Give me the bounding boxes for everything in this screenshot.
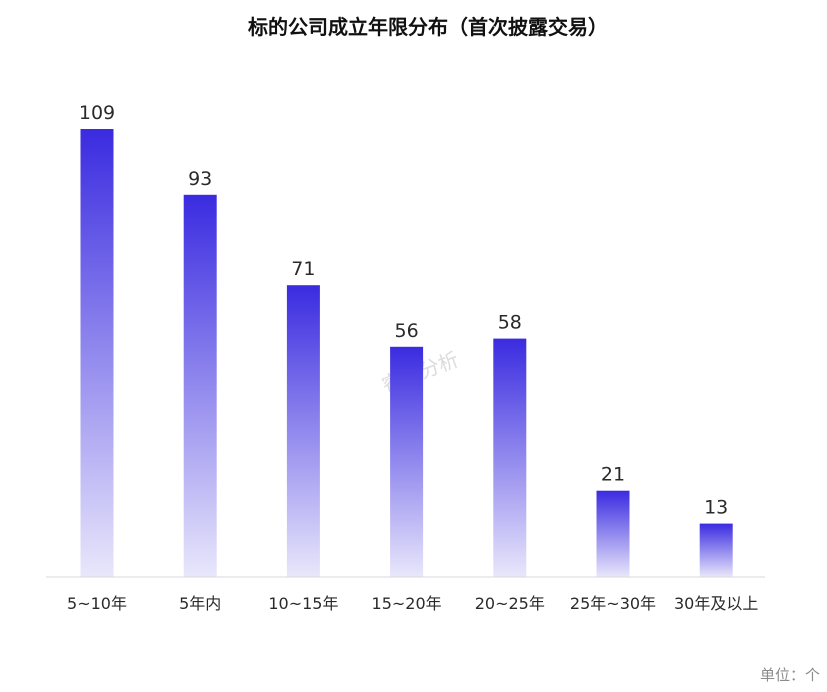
bar-value-label-0: 109 bbox=[79, 102, 115, 124]
bar-6 bbox=[699, 523, 733, 577]
x-tick-label-2: 10~15年 bbox=[268, 594, 338, 613]
chart-title: 标的公司成立年限分布（首次披露交易） bbox=[248, 15, 608, 39]
bar-4 bbox=[493, 338, 527, 577]
bar-value-label-5: 21 bbox=[601, 464, 625, 486]
x-tick-label-6: 30年及以上 bbox=[674, 594, 758, 613]
bar-2 bbox=[286, 285, 320, 577]
bar-3 bbox=[390, 346, 424, 577]
bar-value-label-3: 56 bbox=[395, 320, 419, 342]
bar-value-label-6: 13 bbox=[704, 497, 728, 519]
x-tick-label-4: 20~25年 bbox=[475, 594, 545, 613]
x-tick-label-3: 15~20年 bbox=[372, 594, 442, 613]
bar-value-label-2: 71 bbox=[291, 258, 315, 280]
bar-value-label-4: 58 bbox=[498, 312, 522, 334]
x-tick-label-5: 25年~30年 bbox=[570, 594, 656, 613]
bars-group: 109 5~10年 93 5年内 71 10~15年 56 15~20年 58 20~25年 21 2… bbox=[67, 102, 758, 613]
bar-0 bbox=[80, 129, 114, 577]
bar-5 bbox=[596, 490, 630, 577]
x-tick-label-1: 5年内 bbox=[179, 594, 221, 613]
bar-1 bbox=[183, 194, 217, 578]
bar-value-label-1: 93 bbox=[188, 168, 212, 190]
x-tick-label-0: 5~10年 bbox=[67, 594, 127, 613]
unit-label: 单位：个 bbox=[760, 666, 820, 684]
